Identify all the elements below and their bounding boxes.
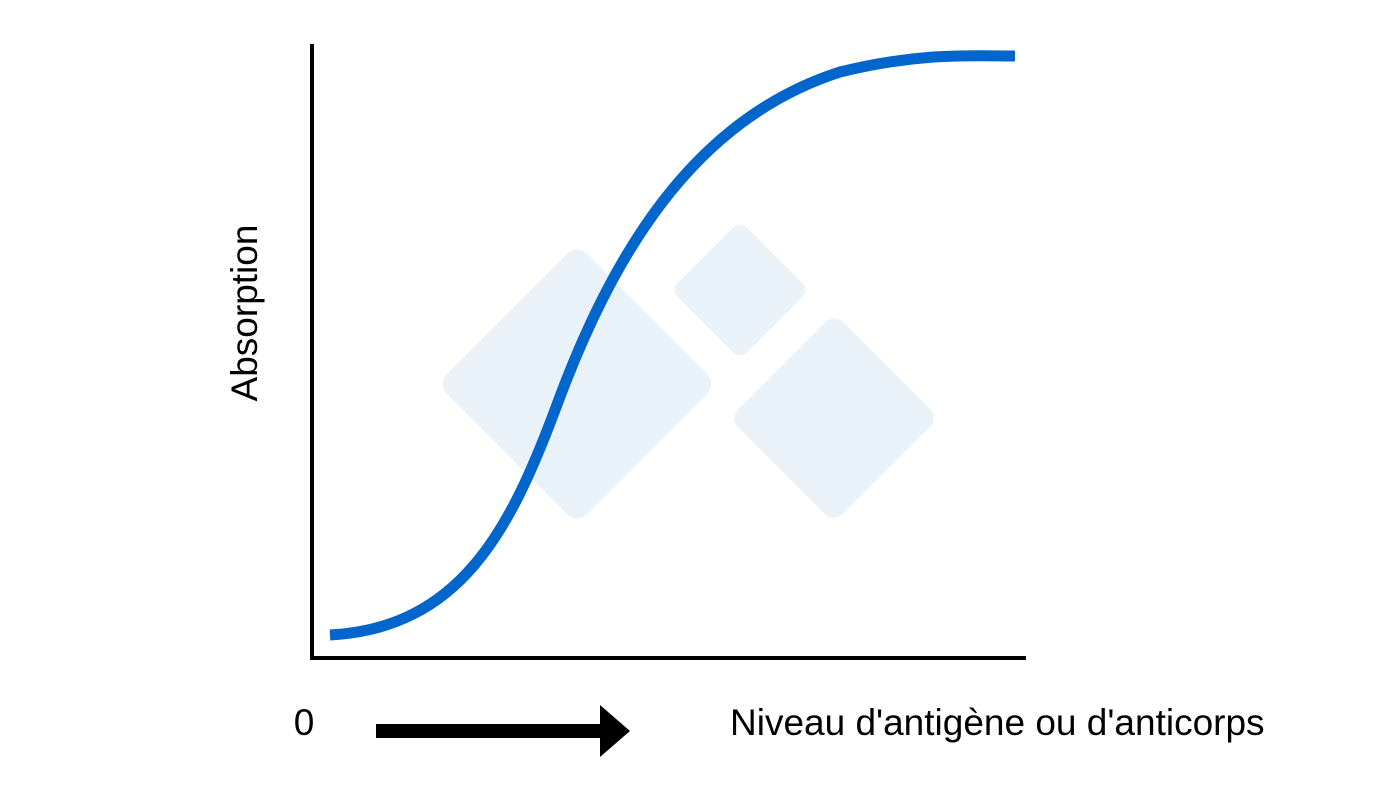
y-axis-label: Absorption [224,225,265,402]
watermark-diamond [674,224,806,356]
arrow-head [600,705,630,757]
x-axis-label: Niveau d'antigène ou d'anticorps [730,702,1265,743]
watermark [442,224,934,519]
sigmoid-curve [329,50,1016,641]
watermark-diamond [734,318,934,518]
watermark-diamond [442,249,712,519]
x-origin-label: 0 [294,702,315,743]
